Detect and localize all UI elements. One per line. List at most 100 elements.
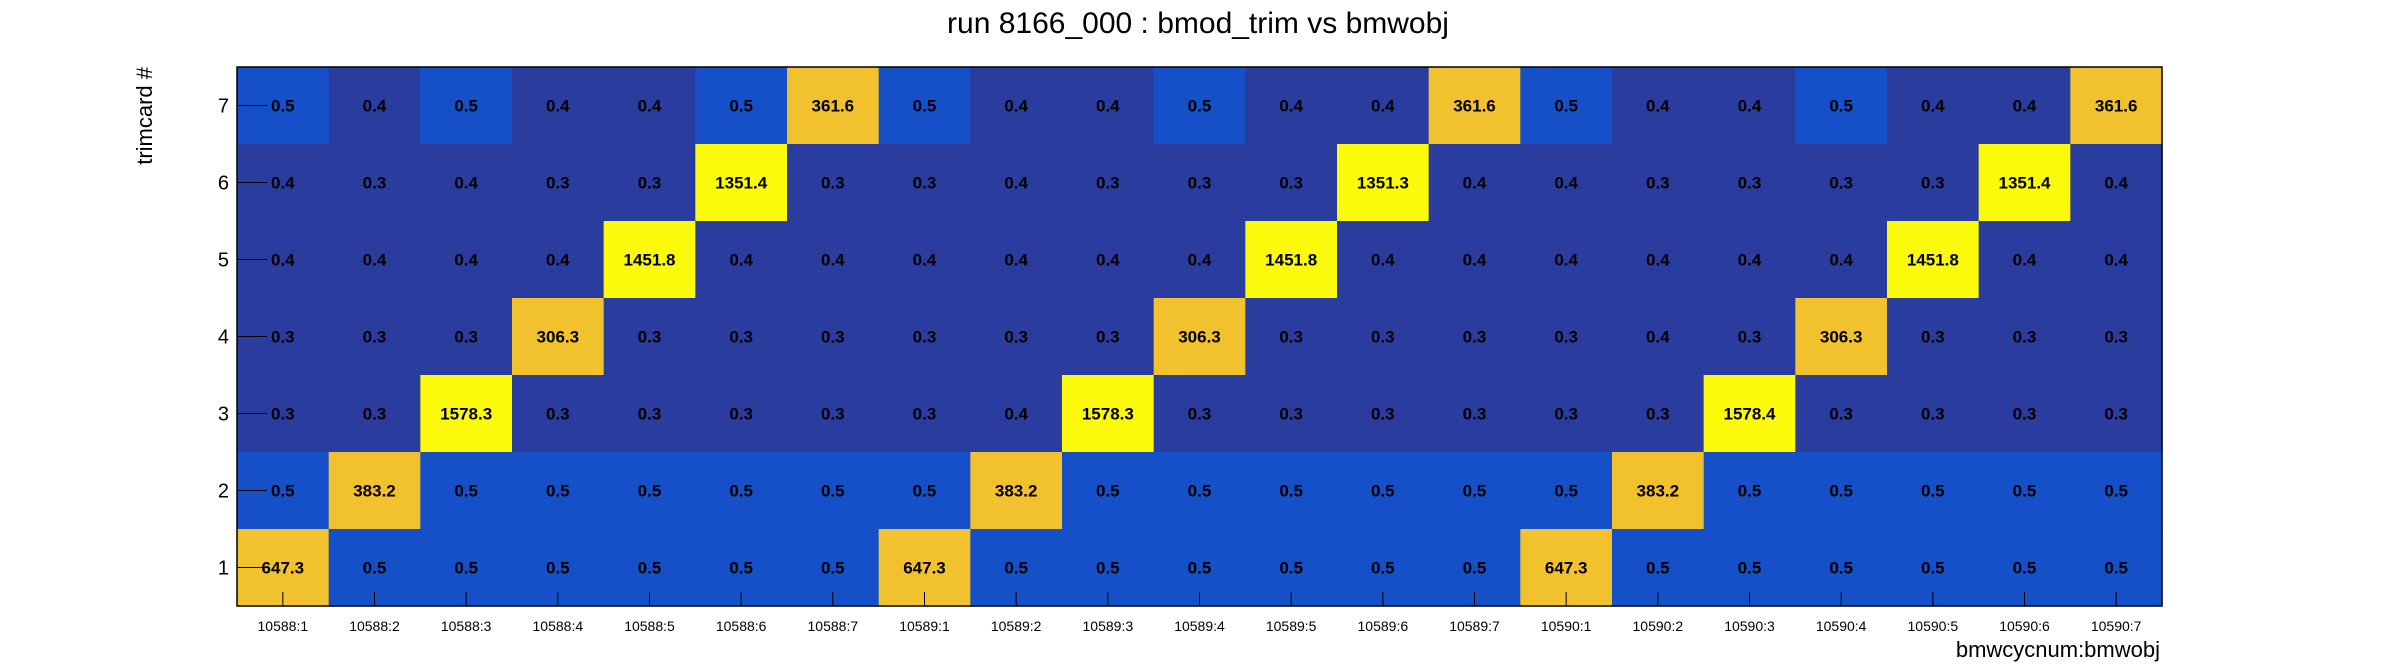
cell-value-label: 0.3 <box>1554 328 1578 347</box>
cell-value-label: 306.3 <box>537 328 580 347</box>
cell-value-label: 0.3 <box>1096 328 1120 347</box>
heatmap-cell <box>1245 375 1338 453</box>
heatmap-cell <box>2070 298 2163 376</box>
heatmap-cell <box>1795 298 1888 376</box>
cell-value-label: 0.3 <box>546 174 570 193</box>
heatmap-cell <box>1703 375 1796 453</box>
heatmap-cell <box>970 298 1063 376</box>
heatmap-cell <box>328 67 421 145</box>
x-tick-label: 10588:2 <box>349 618 400 634</box>
cell-value-label: 0.3 <box>1371 405 1395 424</box>
cell-value-label: 0.4 <box>1738 251 1762 270</box>
y-axis-ticks: 1 2 3 4 5 6 7 <box>218 96 267 580</box>
heatmap-cell <box>1428 375 1521 453</box>
heatmap-cell <box>512 67 605 145</box>
heatmap-cell <box>1062 452 1155 530</box>
cell-value-label: 1351.3 <box>1357 174 1409 193</box>
heatmap-cell <box>420 221 513 299</box>
cell-value-label: 0.4 <box>1004 405 1028 424</box>
x-tick-label: 10589:1 <box>899 618 950 634</box>
x-tick-label: 10590:1 <box>1541 618 1592 634</box>
cell-value-label: 1578.3 <box>1082 405 1134 424</box>
cell-value-label: 0.5 <box>1371 482 1395 501</box>
heatmap-cell <box>328 144 421 222</box>
heatmap-cell <box>328 221 421 299</box>
cell-value-label: 0.3 <box>363 405 387 424</box>
cell-value-label: 0.5 <box>913 482 937 501</box>
cell-value-label: 383.2 <box>995 482 1038 501</box>
heatmap-cell <box>970 221 1063 299</box>
cell-value-label: 0.3 <box>2104 328 2128 347</box>
cell-value-label: 0.4 <box>2104 251 2128 270</box>
cell-value-label: 0.4 <box>729 251 753 270</box>
heatmap-cell <box>695 375 788 453</box>
y-tick-label: 7 <box>218 96 229 118</box>
cell-value-label: 0.4 <box>1829 251 1853 270</box>
heatmap-cell <box>1153 298 1246 376</box>
cell-value-label: 0.5 <box>1371 559 1395 578</box>
heatmap-cell <box>1887 452 1980 530</box>
cell-value-label: 0.4 <box>638 97 662 116</box>
heatmap-cell <box>1612 67 1705 145</box>
heatmap-cell <box>328 452 421 530</box>
cell-value-label: 0.5 <box>2104 559 2128 578</box>
heatmap-cell <box>1703 221 1796 299</box>
cell-value-label: 0.5 <box>1096 559 1120 578</box>
cell-value-label: 0.3 <box>1738 328 1762 347</box>
cell-value-label: 0.5 <box>454 97 478 116</box>
heatmap-cell <box>512 221 605 299</box>
heatmap-cell <box>1795 452 1888 530</box>
cell-value-label: 0.3 <box>363 174 387 193</box>
cell-value-label: 0.3 <box>1279 328 1303 347</box>
cell-value-label: 0.4 <box>1188 251 1212 270</box>
cell-value-label: 0.4 <box>1646 97 1670 116</box>
heatmap-cell <box>970 67 1063 145</box>
y-axis-title: trimcard # <box>132 66 157 165</box>
y-tick-label: 4 <box>218 327 229 349</box>
heatmap-cell <box>2070 67 2163 145</box>
heatmap-cell <box>1978 298 2071 376</box>
heatmap-cell <box>1153 452 1246 530</box>
heatmap-cell <box>2070 144 2163 222</box>
x-tick-label: 10588:7 <box>808 618 859 634</box>
heatmap-cell <box>1062 144 1155 222</box>
y-tick-label: 5 <box>218 250 229 272</box>
cell-value-label: 0.5 <box>1279 482 1303 501</box>
cell-value-label: 0.4 <box>2104 174 2128 193</box>
heatmap-cell <box>787 67 880 145</box>
cell-value-label: 0.3 <box>1921 174 1945 193</box>
x-tick-label: 10588:5 <box>624 618 675 634</box>
heatmap-cell <box>420 298 513 376</box>
x-axis-ticks: 10588:1 10588:2 10588:3 10588:4 10588:5 10588… <box>258 592 2142 634</box>
cell-value-label: 0.4 <box>546 97 570 116</box>
cell-value-label: 0.5 <box>821 559 845 578</box>
heatmap-cell <box>1245 67 1338 145</box>
cell-value-label: 0.3 <box>1188 405 1212 424</box>
cell-value-label: 383.2 <box>1637 482 1680 501</box>
x-tick-label: 10589:5 <box>1266 618 1317 634</box>
cell-value-label: 0.3 <box>913 328 937 347</box>
heatmap-cell <box>1520 298 1613 376</box>
y-tick-label: 3 <box>218 404 229 426</box>
cell-value-label: 0.3 <box>1279 174 1303 193</box>
cell-value-label: 0.3 <box>1829 405 1853 424</box>
heatmap-cell <box>1978 452 2071 530</box>
cell-value-label: 0.3 <box>913 174 937 193</box>
cell-value-label: 0.3 <box>638 174 662 193</box>
heatmap-cell <box>1703 144 1796 222</box>
cell-value-label: 0.4 <box>1738 97 1762 116</box>
heatmap-cell <box>603 375 696 453</box>
heatmap-cell <box>1337 375 1430 453</box>
heatmap-cell <box>603 221 696 299</box>
x-tick-label: 10589:7 <box>1449 618 1500 634</box>
heatmap-cell <box>1520 67 1613 145</box>
cell-value-label: 0.4 <box>1554 251 1578 270</box>
heatmap-cell <box>420 452 513 530</box>
heatmap-cell <box>787 452 880 530</box>
cell-value-label: 0.4 <box>821 251 845 270</box>
cell-value-label: 0.4 <box>363 251 387 270</box>
heatmap-cell <box>787 144 880 222</box>
cell-value-label: 0.5 <box>1188 559 1212 578</box>
cell-value-label: 361.6 <box>2095 97 2138 116</box>
